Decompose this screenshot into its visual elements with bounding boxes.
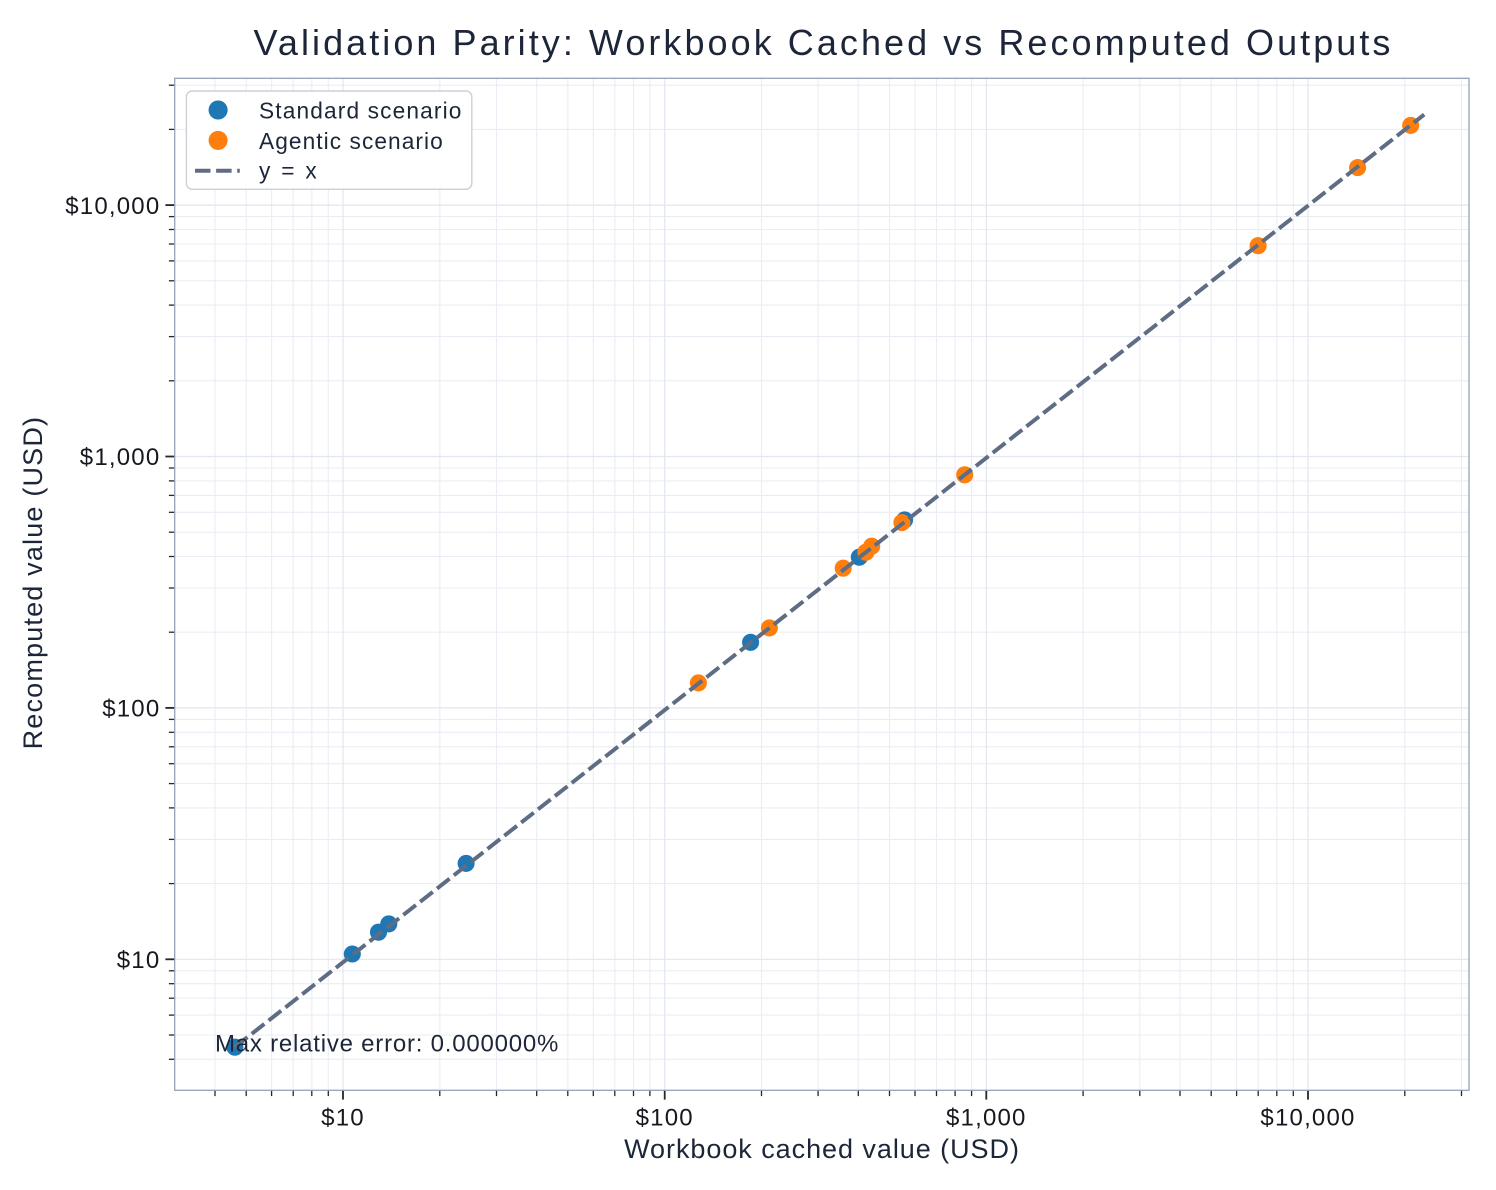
svg-text:Workbook cached value (USD): Workbook cached value (USD) [624, 1134, 1020, 1164]
svg-text:Agentic scenario: Agentic scenario [259, 128, 444, 154]
svg-text:$100: $100 [636, 1105, 694, 1132]
svg-text:$10: $10 [117, 947, 161, 974]
svg-text:$1,000: $1,000 [80, 444, 161, 471]
svg-text:$10,000: $10,000 [1260, 1105, 1355, 1132]
svg-text:Max relative error: 0.000000%: Max relative error: 0.000000% [215, 1031, 559, 1058]
svg-text:Recomputed value (USD): Recomputed value (USD) [18, 416, 48, 750]
svg-text:$10,000: $10,000 [65, 193, 160, 220]
svg-text:$100: $100 [102, 696, 160, 723]
svg-text:$10: $10 [321, 1105, 365, 1132]
svg-text:Validation Parity: Workbook Ca: Validation Parity: Workbook Cached vs Re… [254, 22, 1394, 63]
svg-text:$1,000: $1,000 [946, 1105, 1027, 1132]
svg-text:y = x: y = x [259, 158, 319, 184]
svg-text:Standard scenario: Standard scenario [259, 97, 463, 123]
